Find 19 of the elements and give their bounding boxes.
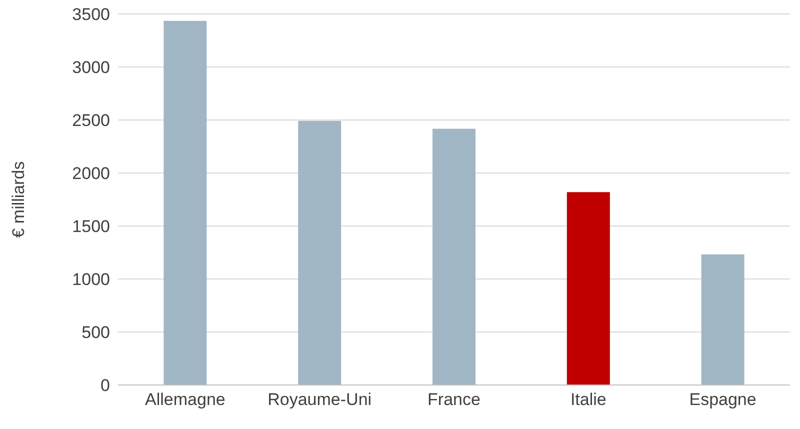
x-tick-label: Espagne [689, 390, 756, 410]
bar [701, 254, 744, 385]
y-tick-label: 2000 [72, 164, 110, 184]
bar [566, 192, 610, 385]
bar [164, 20, 207, 385]
x-tick-label: Royaume-Uni [268, 390, 372, 410]
y-tick-label: 1500 [72, 217, 110, 236]
y-tick-label: 1000 [72, 270, 110, 290]
y-axis-title: € milliards [9, 161, 28, 238]
x-tick-label: France [428, 390, 480, 410]
y-tick-label: 0 [100, 376, 110, 396]
bar [432, 128, 476, 385]
y-tick-label: 500 [82, 323, 110, 342]
bar [298, 120, 342, 385]
x-tick-label: Allemagne [145, 390, 226, 410]
y-tick-label: 3500 [72, 5, 110, 24]
y-tick-label: 2500 [72, 111, 110, 130]
x-tick-label: Italie [570, 390, 606, 410]
y-tick-label: 3000 [72, 58, 110, 78]
